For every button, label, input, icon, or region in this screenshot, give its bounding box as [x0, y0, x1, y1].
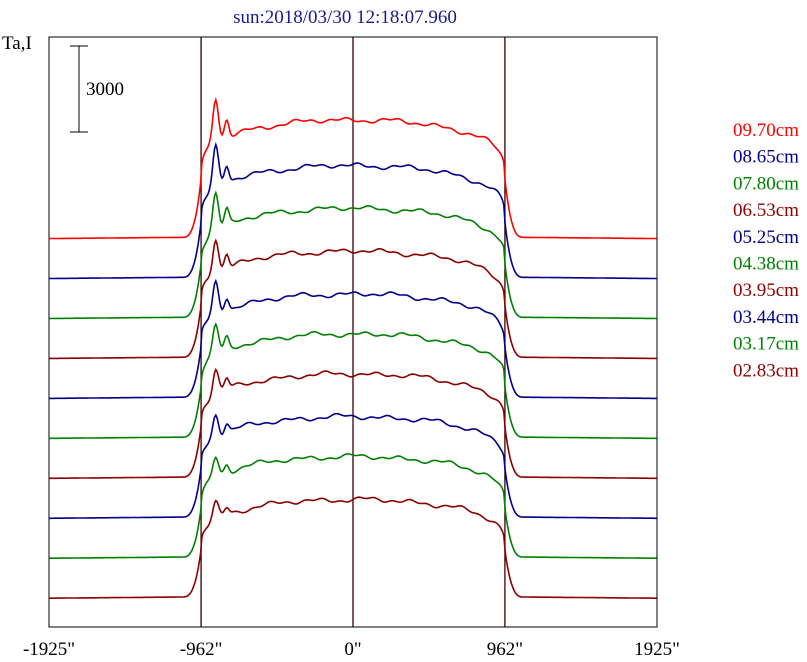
vertical-lines	[200, 37, 506, 627]
legend-entry-03.17cm: 03.17cm	[733, 334, 799, 355]
legend: 09.70cm 08.65cm 07.80cm 06.53cm 05.25cm 04.38…	[733, 120, 799, 381]
legend-entry-04.38cm: 04.38cm	[733, 254, 799, 275]
legend-entry-03.44cm: 03.44cm	[733, 307, 799, 328]
series-line-05.25cm	[49, 278, 657, 400]
scale-bar: 3000	[70, 45, 124, 133]
series-line-06.53cm	[49, 238, 657, 360]
legend-entry-05.25cm: 05.25cm	[733, 227, 799, 248]
legend-entry-03.95cm: 03.95cm	[733, 280, 799, 301]
x-tick-label-1: -962"	[180, 639, 223, 660]
series-line-03.17cm	[49, 453, 657, 559]
legend-entry-02.83cm: 02.83cm	[733, 360, 799, 381]
x-tick-label-0: -1925"	[23, 639, 75, 660]
series-line-09.70cm	[48, 97, 657, 240]
y-axis-label: Ta,I	[2, 33, 32, 54]
series-layer	[48, 97, 657, 599]
scale-bar-label: 3000	[86, 79, 124, 100]
legend-entry-07.80cm: 07.80cm	[733, 173, 799, 194]
legend-entry-08.65cm: 08.65cm	[733, 147, 799, 168]
legend-entry-09.70cm: 09.70cm	[733, 120, 799, 141]
series-line-07.80cm	[49, 190, 657, 320]
series-line-04.38cm	[49, 322, 657, 440]
series-line-08.65cm	[49, 141, 657, 280]
legend-entry-06.53cm: 06.53cm	[733, 200, 799, 221]
chart-title: sun:2018/03/30 12:18:07.960	[233, 7, 457, 28]
x-tick-labels: -1925" -962" 0" 962" 1925"	[23, 639, 680, 660]
x-tick-label-3: 962"	[487, 639, 523, 660]
series-line-03.44cm	[49, 412, 657, 520]
x-tick-label-2: 0"	[344, 639, 361, 660]
series-line-03.95cm	[49, 367, 657, 480]
x-tick-label-4: 1925"	[634, 639, 680, 660]
series-line-02.83cm	[49, 496, 657, 599]
